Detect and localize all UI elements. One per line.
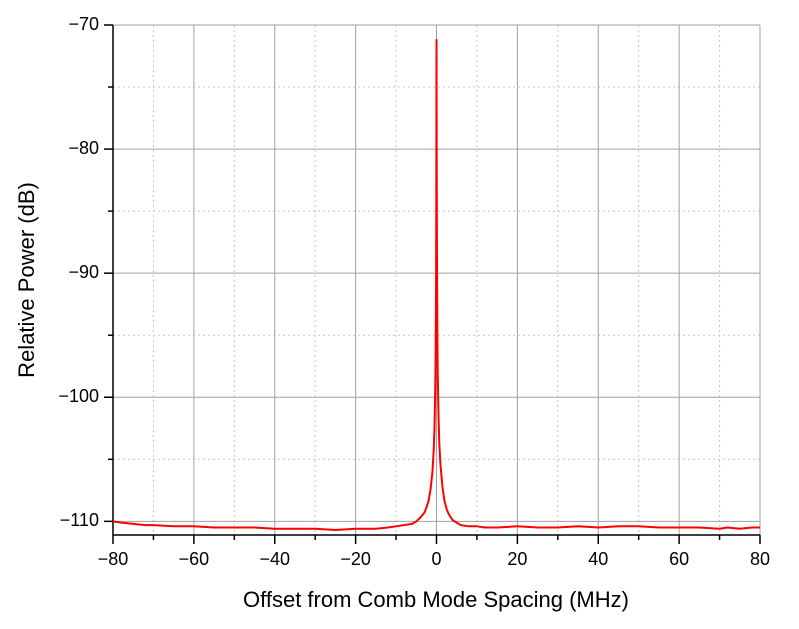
x-tick-label: −20 <box>340 549 371 569</box>
data-line <box>112 38 760 532</box>
y-axis-title: Relative Power (dB) <box>14 182 39 378</box>
y-tick-label: −80 <box>68 138 99 158</box>
x-tick-label: −80 <box>98 549 129 569</box>
x-tick-label: −60 <box>179 549 210 569</box>
y-tick-label: −90 <box>68 262 99 282</box>
x-tick-label: 20 <box>507 549 527 569</box>
y-tick-label: −70 <box>68 14 99 34</box>
x-tick-label: 60 <box>669 549 689 569</box>
x-tick-label: 80 <box>750 549 770 569</box>
x-tick-label: 40 <box>588 549 608 569</box>
y-tick-label: −110 <box>60 510 99 530</box>
y-tick-label: −100 <box>58 386 99 406</box>
x-tick-label: −40 <box>259 549 290 569</box>
x-tick-label: 0 <box>431 549 441 569</box>
x-axis-title: Offset from Comb Mode Spacing (MHz) <box>243 587 629 612</box>
